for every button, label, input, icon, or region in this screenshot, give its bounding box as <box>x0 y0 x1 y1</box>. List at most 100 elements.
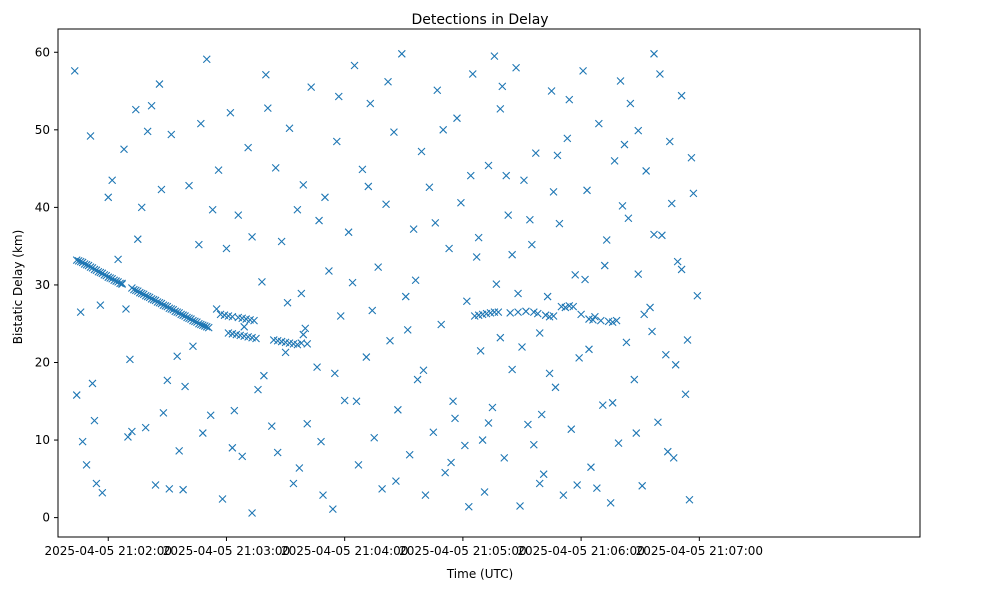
data-point <box>70 66 79 75</box>
data-point <box>539 470 548 479</box>
data-point <box>677 265 686 274</box>
data-point <box>194 240 203 249</box>
data-point <box>646 303 654 312</box>
data-point <box>248 232 256 241</box>
data-point <box>573 481 582 489</box>
data-point <box>297 289 306 298</box>
data-point <box>656 70 664 78</box>
data-point <box>118 279 126 288</box>
data-point <box>608 318 617 327</box>
data-point <box>289 479 298 488</box>
data-point <box>78 437 87 446</box>
data-point <box>541 311 550 320</box>
data-point <box>484 161 493 170</box>
data-point <box>212 305 221 313</box>
data-point <box>524 420 532 429</box>
data-point <box>620 140 629 149</box>
data-point <box>447 458 455 467</box>
data-point <box>80 260 89 268</box>
data-point <box>106 274 115 282</box>
data-point <box>687 153 696 162</box>
x-tick-label: 2025-04-05 21:02:00 <box>45 544 172 558</box>
plot-frame <box>57 28 921 538</box>
data-point <box>610 156 619 165</box>
data-point <box>677 91 686 100</box>
data-point <box>594 119 603 128</box>
data-point <box>317 437 325 446</box>
data-point <box>179 485 188 494</box>
data-point <box>271 163 280 172</box>
data-point <box>547 87 556 95</box>
data-point <box>654 418 662 427</box>
data-point <box>638 481 647 490</box>
data-point <box>527 240 536 249</box>
data-point <box>581 275 589 284</box>
data-point <box>612 316 621 325</box>
data-point <box>127 427 136 436</box>
data-point <box>555 219 564 228</box>
data-point <box>226 108 235 117</box>
data-point <box>478 436 487 444</box>
data-point <box>100 270 109 279</box>
data-point <box>185 181 193 190</box>
y-tick-label: 20 <box>35 355 50 369</box>
data-point <box>179 311 188 320</box>
data-point <box>273 448 282 457</box>
y-axis: 0 10 20 30 40 50 60 <box>35 45 58 525</box>
data-point <box>411 276 420 285</box>
data-point <box>104 193 113 202</box>
data-point <box>500 454 509 462</box>
y-tick-label: 10 <box>35 433 50 447</box>
data-point <box>441 468 450 477</box>
data-point <box>143 127 152 136</box>
data-point <box>488 403 497 412</box>
data-point <box>409 225 418 233</box>
data-point <box>135 288 144 297</box>
data-point <box>173 308 182 316</box>
data-point <box>689 189 698 198</box>
data-point <box>348 278 357 287</box>
data-point <box>108 176 117 185</box>
data-point <box>559 491 568 500</box>
data-point <box>250 316 258 325</box>
data-point <box>533 309 542 318</box>
x-tick-label: 2025-04-05 21:05:00 <box>399 544 526 558</box>
data-point <box>161 301 170 310</box>
data-point <box>518 343 526 351</box>
data-point <box>141 291 150 300</box>
data-point <box>228 443 237 452</box>
data-point <box>585 345 593 354</box>
data-point <box>496 333 505 342</box>
data-point <box>583 186 591 195</box>
data-point <box>208 205 217 214</box>
data-point <box>671 360 680 369</box>
data-point <box>606 498 615 507</box>
data-point <box>86 132 95 140</box>
data-point <box>124 433 132 441</box>
data-point <box>693 291 702 300</box>
data-point <box>514 289 522 298</box>
data-point <box>167 130 176 139</box>
data-point <box>384 77 392 86</box>
data-point <box>551 383 560 392</box>
data-point <box>173 352 182 361</box>
data-point <box>453 114 461 123</box>
data-point <box>630 375 639 384</box>
data-point <box>165 304 174 313</box>
data-point <box>277 237 286 246</box>
data-point <box>425 183 434 192</box>
data-point <box>285 124 294 133</box>
data-point <box>72 391 81 399</box>
data-point <box>374 263 383 271</box>
data-point <box>319 491 327 500</box>
data-point <box>508 250 517 259</box>
data-point <box>313 363 321 372</box>
data-point <box>181 382 189 391</box>
data-point <box>90 265 99 274</box>
data-point <box>218 495 227 503</box>
data-point <box>328 505 337 513</box>
data-point <box>230 406 239 415</box>
data-point <box>368 306 377 315</box>
data-point <box>579 66 587 75</box>
data-point <box>529 308 538 316</box>
